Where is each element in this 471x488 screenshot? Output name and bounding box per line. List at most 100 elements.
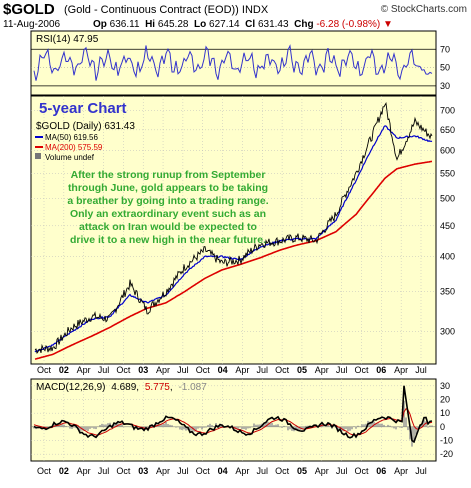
x-tick-label: 04: [218, 365, 228, 375]
x-tick-label: Jul: [177, 365, 189, 375]
legend-volume-swatch: [35, 153, 41, 159]
rsi-tick-label: 70: [440, 44, 450, 54]
x-tick-label: Oct: [196, 466, 211, 476]
macd-series: [33, 385, 433, 444]
macd-label-value: 4.689: [111, 382, 136, 393]
change-down-icon: ▼: [383, 19, 393, 30]
legend-ma50: MA(50) 619.56: [45, 133, 98, 142]
x-tick-label: Oct: [116, 466, 131, 476]
open-value: 636.11: [109, 19, 140, 30]
legend-ma200: MA(200) 575.59: [45, 143, 103, 152]
x-tick-label: 03: [138, 466, 148, 476]
brand-label: © StockCharts.com: [380, 4, 467, 15]
x-tick-label: Apr: [77, 466, 91, 476]
rsi-label: RSI(14) 47.95: [36, 34, 99, 45]
macd-tick-label: 0: [440, 422, 445, 432]
low-value: 627.14: [209, 19, 240, 30]
x-tick-label: Oct: [37, 365, 52, 375]
macd-tick-label: -10: [440, 436, 453, 446]
rsi-series: [33, 44, 433, 81]
macd-signal-value: 5.775: [145, 382, 170, 393]
macd-panel-bg: [30, 378, 437, 462]
close-value: 631.43: [257, 19, 289, 30]
x-tick-label: 05: [297, 365, 307, 375]
x-tick-label: Jul: [336, 365, 348, 375]
rsi-panel-bg: [30, 30, 437, 96]
x-tick-label: Jul: [98, 466, 110, 476]
price-tick-label: 650: [440, 125, 455, 135]
x-tick-label: Jul: [177, 466, 189, 476]
x-tick-label: 06: [376, 365, 386, 375]
annotation-line: After the strong runup from September: [71, 169, 266, 181]
x-tick-label: Oct: [354, 365, 369, 375]
x-tick-label: Oct: [37, 466, 52, 476]
legend-price: $GOLD (Daily) 631.43: [36, 121, 135, 132]
macd-tick-label: 30: [440, 381, 450, 391]
chart-symbol: $GOLD: [3, 1, 55, 18]
price-tick-label: 400: [440, 252, 455, 262]
x-tick-label: Oct: [354, 466, 369, 476]
change-value: -6.28 (-0.98%): [316, 19, 381, 30]
price-tick-label: 550: [440, 168, 455, 178]
open-label: Op: [93, 19, 107, 30]
price-tick-label: 300: [440, 327, 455, 337]
x-tick-label: Jul: [415, 466, 427, 476]
high-label: Hi: [145, 19, 156, 30]
high-value: 645.28: [157, 19, 189, 30]
x-tick-label: Apr: [394, 365, 408, 375]
x-tick-label: 03: [138, 365, 148, 375]
x-tick-label: 02: [59, 365, 69, 375]
price-tick-label: 450: [440, 221, 455, 231]
close-label: Cl: [245, 19, 256, 30]
macd-tick-label: 20: [440, 395, 450, 405]
legend-volume: Volume undef: [45, 153, 95, 162]
x-tick-label: 02: [59, 466, 69, 476]
x-tick-label: Apr: [315, 466, 329, 476]
x-tick-label: Apr: [156, 466, 170, 476]
chart-description: (Gold - Continuous Contract (EOD)) INDX: [64, 4, 269, 16]
x-tick-label: Oct: [116, 365, 131, 375]
price-tick-label: 700: [440, 106, 455, 116]
annotation-text: After the strong runup from Septemberthr…: [67, 169, 268, 246]
x-tick-label: Jul: [257, 466, 269, 476]
x-tick-label: Jul: [415, 365, 427, 375]
macd-tick-label: -20: [440, 449, 453, 459]
annotation-line: attack on Iran would be expected to: [79, 221, 257, 233]
x-tick-label: 06: [376, 466, 386, 476]
x-axis: Oct Oct 02 02 Apr Apr Jul Jul Oct Oct 03 03 Apr Apr Ju…: [37, 365, 427, 476]
low-label: Lo: [194, 19, 207, 30]
x-tick-label: Apr: [77, 365, 91, 375]
x-tick-label: Apr: [315, 365, 329, 375]
change-label: Chg: [294, 19, 314, 30]
x-tick-label: Apr: [235, 466, 249, 476]
price-panel: 700 650 600 550 500 450 400 350 300 5-year Chart…: [30, 95, 455, 365]
x-tick-label: Jul: [98, 365, 110, 375]
macd-hist-value: -1.087: [178, 382, 207, 393]
overlay-title: 5-year Chart: [39, 100, 127, 117]
x-tick-label: Jul: [336, 466, 348, 476]
price-tick-label: 500: [440, 193, 455, 203]
rsi-panel: RSI(14) 47.95 70 50 30: [30, 30, 450, 96]
ohlc-readout: Op 636.11 Hi 645.28 Lo 627.14 Cl 631.43 …: [93, 19, 393, 30]
x-tick-label: Oct: [196, 365, 211, 375]
macd-label: MACD(12,26,9) 4.689, 5.775, -1.087: [36, 382, 207, 393]
x-tick-label: Jul: [257, 365, 269, 375]
ma200-series: [34, 160, 433, 360]
annotation-line: through June, gold appears to be taking: [68, 182, 268, 194]
x-tick-label: Apr: [394, 466, 408, 476]
price-series: [34, 101, 433, 355]
x-tick-label: Oct: [275, 466, 290, 476]
annotation-line: drive it to a new high in the near futur…: [70, 234, 266, 246]
x-tick-label: 05: [297, 466, 307, 476]
annotation-line: Only an extraordinary event such as an: [70, 208, 266, 220]
rsi-tick-label: 30: [440, 81, 450, 91]
price-tick-label: 600: [440, 146, 455, 156]
legend: $GOLD (Daily) 631.43 MA(50) 619.56 MA(20…: [35, 121, 135, 162]
x-tick-label: 04: [218, 466, 228, 476]
macd-label-name: MACD(12,26,9): [36, 382, 105, 393]
macd-tick-label: 10: [440, 408, 450, 418]
x-tick-label: Oct: [275, 365, 290, 375]
rsi-tick-label: 50: [440, 63, 450, 73]
x-tick-label: Apr: [156, 365, 170, 375]
